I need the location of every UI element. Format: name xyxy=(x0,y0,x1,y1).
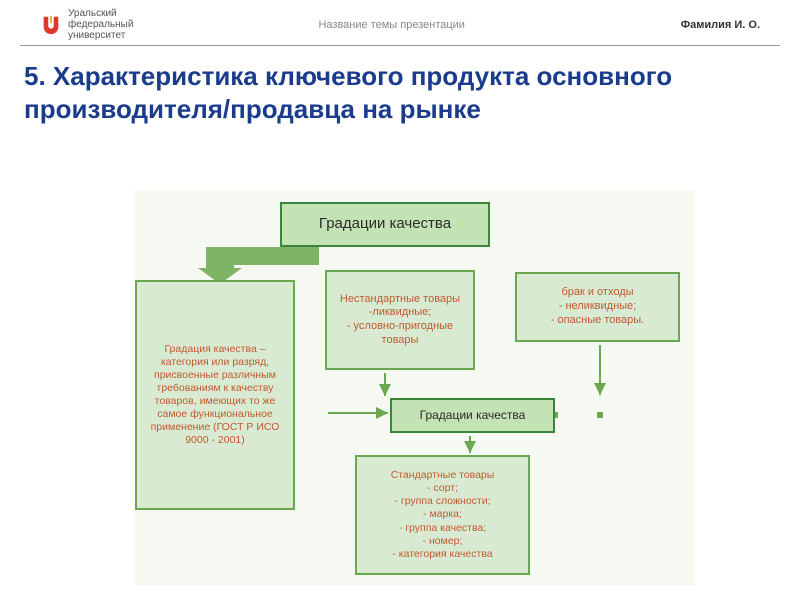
logo: Уральский федеральный университет xyxy=(40,8,133,41)
slide-header: Уральский федеральный университет Назван… xyxy=(20,0,780,46)
diagram-box-mid_right: брак и отходы - неликвидные; - опасные т… xyxy=(515,272,680,342)
presentation-topic: Название темы презентации xyxy=(133,19,650,31)
diagram-box-top: Градации качества xyxy=(280,202,490,247)
university-logo-icon xyxy=(40,14,62,36)
diagram-box-center: Градации качества xyxy=(390,398,555,433)
diagram-box-bottom: Стандартные товары - сорт; - группа слож… xyxy=(355,455,530,575)
diagram-canvas: Градации качества Градация качества – кат… xyxy=(135,190,695,585)
uni-line1: Уральский xyxy=(68,8,133,19)
author-name: Фамилия И. О. xyxy=(650,19,760,31)
uni-line2: федеральный xyxy=(68,19,133,30)
slide-title: 5. Характеристика ключевого продукта осн… xyxy=(0,46,800,135)
diagram-box-left: Градация качества – категория или разряд… xyxy=(135,280,295,510)
university-name: Уральский федеральный университет xyxy=(68,8,133,41)
diagram-box-mid_left: Нестандартные товары -ликвидные; - услов… xyxy=(325,270,475,370)
uni-line3: университет xyxy=(68,30,133,41)
